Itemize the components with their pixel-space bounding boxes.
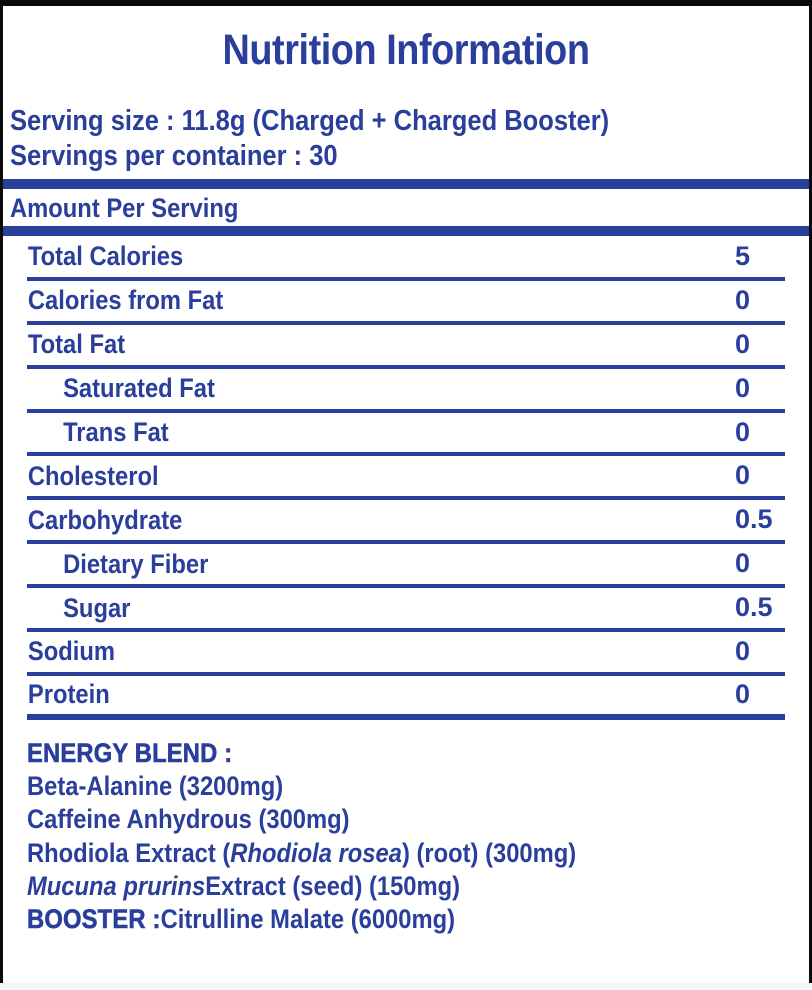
row-label: Trans Fat	[63, 417, 169, 447]
row-label: Total Calories	[27, 241, 184, 272]
frame-border-bottom	[0, 983, 812, 990]
table-row: Calories from Fat 0	[27, 281, 785, 325]
table-row: Trans Fat 0	[27, 413, 785, 457]
amount-per-serving-heading: Amount Per Serving	[10, 193, 239, 223]
energy-blend-lines: Beta-Alanine (3200mg) Caffeine Anhydrous …	[27, 770, 787, 936]
energy-blend-segment: BOOSTER :	[27, 904, 161, 935]
energy-blend-heading: ENERGY BLEND :	[27, 738, 233, 769]
thick-divider-top	[3, 179, 809, 189]
energy-blend-section: ENERGY BLEND : Beta-Alanine (3200mg) Caff…	[27, 737, 787, 936]
frame-border-top	[0, 0, 812, 6]
energy-blend-segment: Extract (seed) (150mg)	[205, 870, 461, 901]
table-row: Sodium 0	[27, 632, 785, 676]
row-value: 0	[735, 635, 751, 666]
table-row: Saturated Fat 0	[27, 369, 785, 413]
energy-blend-segment: ) (root) (300mg)	[401, 837, 577, 868]
energy-blend-heading-line: ENERGY BLEND :	[27, 737, 787, 770]
frame-border-left	[0, 0, 3, 990]
energy-blend-segment: Mucuna prurins	[27, 870, 206, 901]
table-row: Carbohydrate 0.5	[27, 500, 785, 545]
row-value: 0	[735, 548, 751, 579]
energy-blend-segment: Rhodiola rosea	[230, 837, 402, 868]
row-label: Dietary Fiber	[63, 548, 209, 579]
row-value: 5	[735, 240, 751, 271]
row-label: Saturated Fat	[63, 373, 215, 404]
frame-border-right	[809, 0, 812, 990]
energy-blend-line: BOOSTER : Citrulline Malate (6000mg)	[27, 903, 787, 936]
table-row: Total Fat 0	[27, 325, 785, 369]
row-value: 0	[735, 416, 751, 447]
table-row: Dietary Fiber 0	[27, 544, 785, 589]
row-label: Protein	[27, 679, 110, 710]
table-row: Sugar 0.5	[27, 588, 785, 633]
energy-blend-segment: Caffeine Anhydrous (300mg)	[27, 804, 350, 835]
row-value: 0	[735, 678, 751, 709]
energy-blend-segment: Rhodiola Extract (	[27, 837, 231, 868]
row-label: Total Fat	[27, 329, 126, 360]
energy-blend-segment: Citrulline Malate (6000mg)	[160, 904, 456, 935]
energy-blend-line: Mucuna prurins Extract (seed) (150mg)	[27, 870, 787, 903]
row-value: 0.5	[735, 591, 773, 622]
row-label: Cholesterol	[27, 460, 159, 491]
page-title: Nutrition Information	[222, 26, 590, 74]
row-label: Calories from Fat	[27, 285, 224, 316]
row-value: 0	[735, 328, 751, 359]
energy-blend-line: Beta-Alanine (3200mg)	[27, 770, 787, 803]
row-value: 0.5	[735, 504, 773, 535]
energy-blend-segment: Beta-Alanine (3200mg)	[27, 771, 284, 802]
row-label: Sodium	[27, 636, 116, 667]
row-label: Carbohydrate	[27, 504, 183, 535]
table-row: Total Calories 5	[27, 237, 785, 281]
row-label: Sugar	[63, 592, 131, 623]
table-row: Cholesterol 0	[27, 456, 785, 501]
nutrition-table: Total Calories 5 Calories from Fat 0 Total F…	[27, 237, 785, 720]
energy-blend-line: Rhodiola Extract (Rhodiola rosea) (root)…	[27, 837, 787, 870]
row-value: 0	[735, 460, 751, 491]
energy-blend-line: Caffeine Anhydrous (300mg)	[27, 803, 787, 836]
row-value: 0	[735, 372, 751, 403]
serving-info: Serving size : 11.8g (Charged + Charged …	[10, 104, 691, 174]
servings-per-container-line: Servings per container : 30	[10, 140, 338, 172]
table-row: Protein 0	[27, 676, 785, 720]
thick-divider-bottom	[3, 226, 809, 236]
row-value: 0	[735, 284, 751, 315]
serving-size-line: Serving size : 11.8g (Charged + Charged …	[10, 105, 610, 137]
